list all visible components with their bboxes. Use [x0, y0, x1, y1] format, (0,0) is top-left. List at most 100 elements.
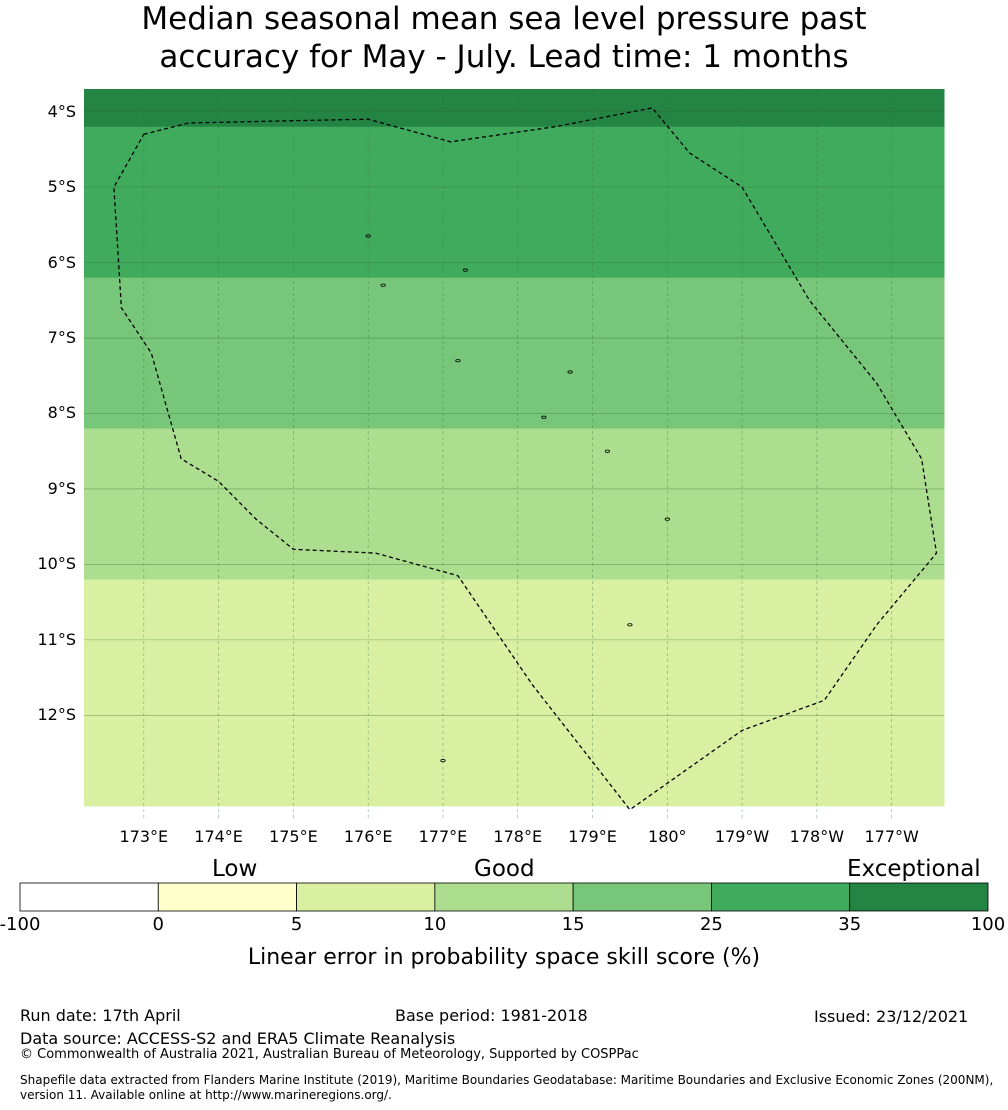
grid-cell: [495, 768, 534, 807]
grid-cell: [196, 315, 235, 354]
grid-cell: [719, 730, 758, 769]
grid-cell: [532, 315, 571, 354]
grid-cell: [906, 89, 945, 128]
grid-cell: [869, 617, 908, 656]
colorbar-segment: [711, 882, 851, 912]
grid-cell: [644, 541, 683, 581]
grid-cell: [84, 730, 122, 769]
grid-cell: [233, 654, 272, 694]
grid-cell: [869, 466, 908, 505]
grid-cell: [345, 692, 384, 731]
grid-cell: [607, 428, 646, 467]
grid-cell: [196, 239, 235, 279]
grid-cell: [757, 277, 795, 316]
grid-cell: [308, 89, 347, 128]
grid-cell: [84, 768, 122, 807]
grid-cell: [308, 617, 347, 656]
grid-cell: [233, 239, 272, 279]
grid-cell: [570, 202, 608, 241]
grid-cell: [196, 164, 235, 203]
grid-cell: [794, 390, 833, 430]
grid-cell: [345, 126, 384, 165]
grid-cell: [869, 277, 908, 316]
grid-cell: [682, 126, 721, 165]
grid-cell: [457, 353, 496, 392]
grid-cell: [906, 504, 945, 543]
grid-cell: [869, 89, 908, 128]
grid-cell: [196, 730, 235, 769]
grid-cell: [196, 126, 235, 165]
grid-cell: [682, 428, 721, 467]
grid-cell: [457, 164, 496, 203]
grid-cell: [233, 541, 272, 581]
grid-cell: [270, 353, 309, 392]
grid-cell: [158, 89, 197, 128]
grid-cell: [869, 390, 908, 430]
grid-cell: [345, 730, 384, 769]
grid-cell: [644, 579, 683, 618]
grid-cell: [420, 654, 459, 694]
grid-cell: [420, 692, 459, 731]
grid-cell: [84, 541, 122, 581]
grid-cell: [457, 277, 496, 316]
grid-cell: [794, 466, 833, 505]
grid-cell: [719, 164, 758, 203]
colorbar: [19, 882, 989, 912]
grid-cell: [757, 504, 795, 543]
grid-cell: [757, 692, 795, 731]
grid-cell: [84, 466, 122, 505]
grid-cell: [196, 89, 235, 128]
grid-cell: [607, 579, 646, 618]
grid-cell: [495, 202, 534, 241]
grid-cell: [84, 202, 122, 241]
grid-cell: [794, 164, 833, 203]
grid-cell: [495, 428, 534, 467]
grid-cell: [495, 315, 534, 354]
grid-cell: [794, 202, 833, 241]
grid-cell: [831, 353, 870, 392]
colorbar-segment: [157, 882, 297, 912]
base-period: Base period: 1981-2018: [395, 1006, 588, 1025]
grid-cell: [869, 654, 908, 694]
grid-cell: [457, 579, 496, 618]
grid-cell: [383, 654, 422, 694]
grid-cell: [532, 579, 571, 618]
grid-cell: [757, 126, 795, 165]
lon-tick-label: 180°: [648, 827, 687, 846]
grid-cell: [457, 730, 496, 769]
grid-cell: [869, 126, 908, 165]
grid-cell: [308, 164, 347, 203]
grid-cell: [233, 466, 272, 505]
lon-tick-label: 179°E: [568, 827, 617, 846]
colorbar-segment: [434, 882, 574, 912]
grid-cell: [158, 504, 197, 543]
grid-cell: [682, 692, 721, 731]
grid-cell: [196, 579, 235, 618]
grid-cell: [644, 692, 683, 731]
grid-cell: [831, 164, 870, 203]
grid-cell: [532, 390, 571, 430]
grid-cell: [345, 390, 384, 430]
grid-cell: [84, 504, 122, 543]
grid-cell: [84, 353, 122, 392]
grid-cell: [420, 579, 459, 618]
grid-cell: [794, 579, 833, 618]
colorbar-segment: [296, 882, 436, 912]
grid-cell: [682, 617, 721, 656]
grid-cell: [420, 164, 459, 203]
run-date: Run date: 17th April: [20, 1006, 181, 1025]
grid-cell: [794, 315, 833, 354]
grid-cell: [719, 617, 758, 656]
grid-cell: [196, 390, 235, 430]
grid-cell: [308, 202, 347, 241]
grid-cell: [682, 353, 721, 392]
grid-cell: [794, 126, 833, 165]
grid-cell: [869, 164, 908, 203]
grid-cell: [420, 353, 459, 392]
grid-cell: [532, 466, 571, 505]
grid-cell: [682, 277, 721, 316]
grid-cell: [719, 390, 758, 430]
grid-cell: [270, 730, 309, 769]
grid-cell: [84, 277, 122, 316]
